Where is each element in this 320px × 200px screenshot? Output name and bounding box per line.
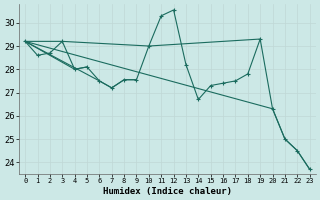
X-axis label: Humidex (Indice chaleur): Humidex (Indice chaleur) <box>103 187 232 196</box>
